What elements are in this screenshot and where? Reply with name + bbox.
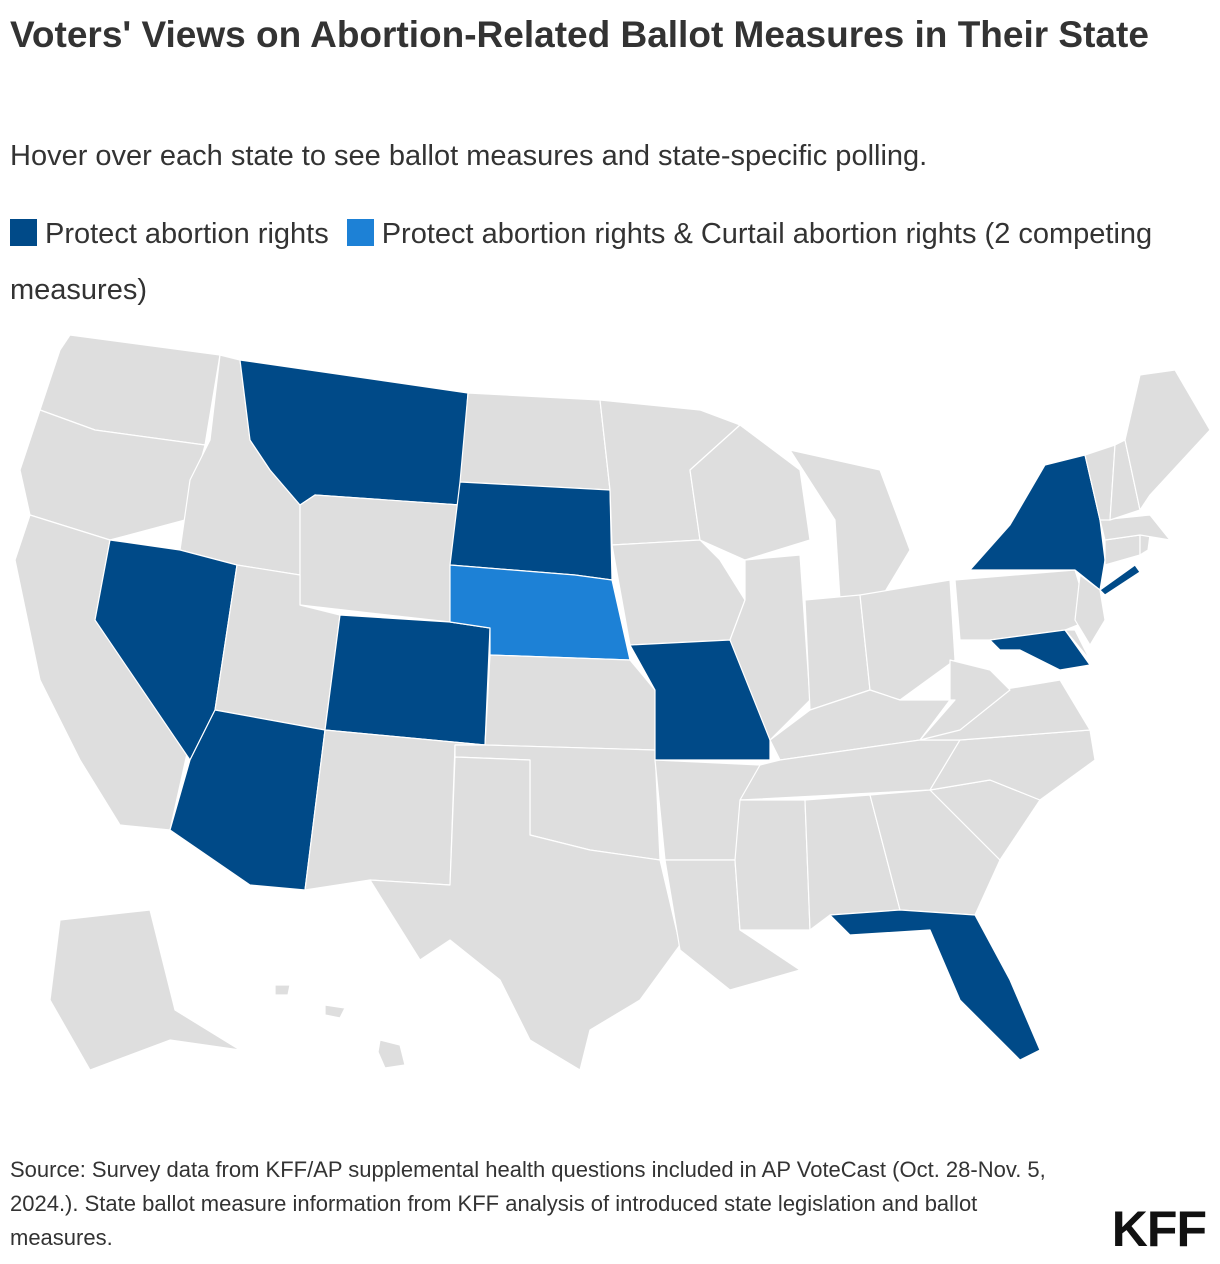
state-hi[interactable] bbox=[274, 984, 291, 996]
state-ak[interactable] bbox=[49, 909, 241, 1071]
state-ny[interactable] bbox=[969, 454, 1106, 591]
state-ga[interactable] bbox=[869, 789, 1001, 916]
state-fl[interactable] bbox=[829, 909, 1041, 1061]
state-nj[interactable] bbox=[1074, 574, 1106, 646]
chart-subtitle: Hover over each state to see ballot meas… bbox=[10, 140, 928, 172]
legend-swatch-competing bbox=[346, 219, 374, 246]
legend-item-competing: Protect abortion rights & Curtail aborti… bbox=[10, 218, 1152, 306]
state-sd[interactable] bbox=[449, 481, 613, 581]
source-note: Source: Survey data from KFF/AP suppleme… bbox=[10, 1157, 1046, 1250]
state-ks[interactable] bbox=[484, 654, 656, 751]
state-ma[interactable] bbox=[1099, 514, 1171, 541]
state-ny[interactable] bbox=[1099, 564, 1141, 596]
state-ri[interactable] bbox=[1139, 534, 1151, 556]
state-co[interactable] bbox=[324, 614, 491, 746]
state-hi[interactable] bbox=[324, 1004, 346, 1019]
legend: Protect abortion rights Protect abortion … bbox=[10, 206, 1200, 318]
state-wv[interactable] bbox=[919, 659, 1011, 741]
state-or[interactable] bbox=[19, 409, 206, 541]
state-ms[interactable] bbox=[734, 799, 811, 931]
legend-item-protect: Protect abortion rights bbox=[10, 218, 329, 250]
state-oh[interactable] bbox=[859, 579, 956, 701]
chart-title: Voters' Views on Abortion-Related Ballot… bbox=[10, 14, 1149, 55]
state-tx[interactable] bbox=[369, 756, 681, 1071]
legend-label: Protect abortion rights & Curtail aborti… bbox=[10, 218, 1153, 306]
state-me[interactable] bbox=[1124, 369, 1211, 511]
state-ia[interactable] bbox=[611, 539, 746, 646]
kff-logo: KFF bbox=[1111, 1201, 1207, 1257]
state-wy[interactable] bbox=[299, 494, 461, 623]
state-hi[interactable] bbox=[377, 1039, 406, 1069]
state-nd[interactable] bbox=[459, 392, 611, 491]
legend-swatch-protect bbox=[10, 219, 37, 246]
state-wi[interactable] bbox=[689, 424, 811, 561]
legend-label: Protect abortion rights bbox=[45, 218, 329, 250]
state-de[interactable] bbox=[1064, 629, 1091, 661]
